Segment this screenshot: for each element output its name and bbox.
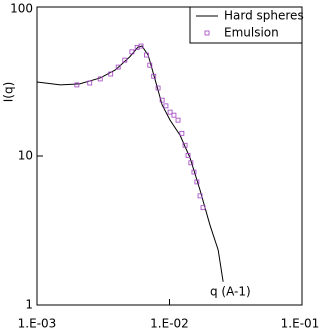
data-point	[155, 85, 161, 91]
y-axis-label: I(q)	[2, 82, 16, 103]
data-point	[97, 76, 103, 82]
data-point	[167, 109, 173, 115]
data-point	[122, 57, 128, 63]
data-point	[179, 130, 185, 136]
x-tick-label: 1.E-01	[281, 317, 320, 331]
x-tick-label: 1.E-03	[18, 317, 57, 331]
data-point	[151, 73, 157, 79]
data-point	[185, 152, 191, 158]
data-point	[175, 117, 181, 123]
data-point	[194, 179, 200, 185]
data-line	[36, 45, 224, 282]
data-point	[108, 71, 114, 77]
data-point	[188, 160, 194, 166]
data-point	[138, 43, 144, 49]
legend-label: Hard spheres	[224, 9, 304, 23]
data-point	[129, 49, 135, 55]
plot-frame	[36, 6, 303, 306]
data-point	[159, 97, 165, 103]
data-point	[200, 205, 206, 211]
data-point	[74, 82, 80, 88]
data-point	[147, 62, 153, 68]
y-tick-label: 1	[25, 298, 33, 312]
data-point	[163, 103, 169, 109]
y-tick-label: 10	[18, 149, 33, 163]
data-point	[191, 169, 197, 175]
data-point	[115, 64, 121, 70]
data-point	[171, 112, 177, 118]
legend-box	[189, 6, 303, 44]
data-point	[144, 52, 149, 58]
legend-swatch	[204, 30, 210, 36]
y-tick-label: 100	[10, 2, 33, 16]
data-point	[87, 80, 93, 86]
x-axis-label: q (A-1)	[210, 285, 251, 299]
data-point	[182, 142, 188, 148]
x-tick-label: 1.E-02	[150, 317, 189, 331]
data-point	[197, 193, 203, 199]
legend-label: Emulsion	[224, 26, 279, 40]
